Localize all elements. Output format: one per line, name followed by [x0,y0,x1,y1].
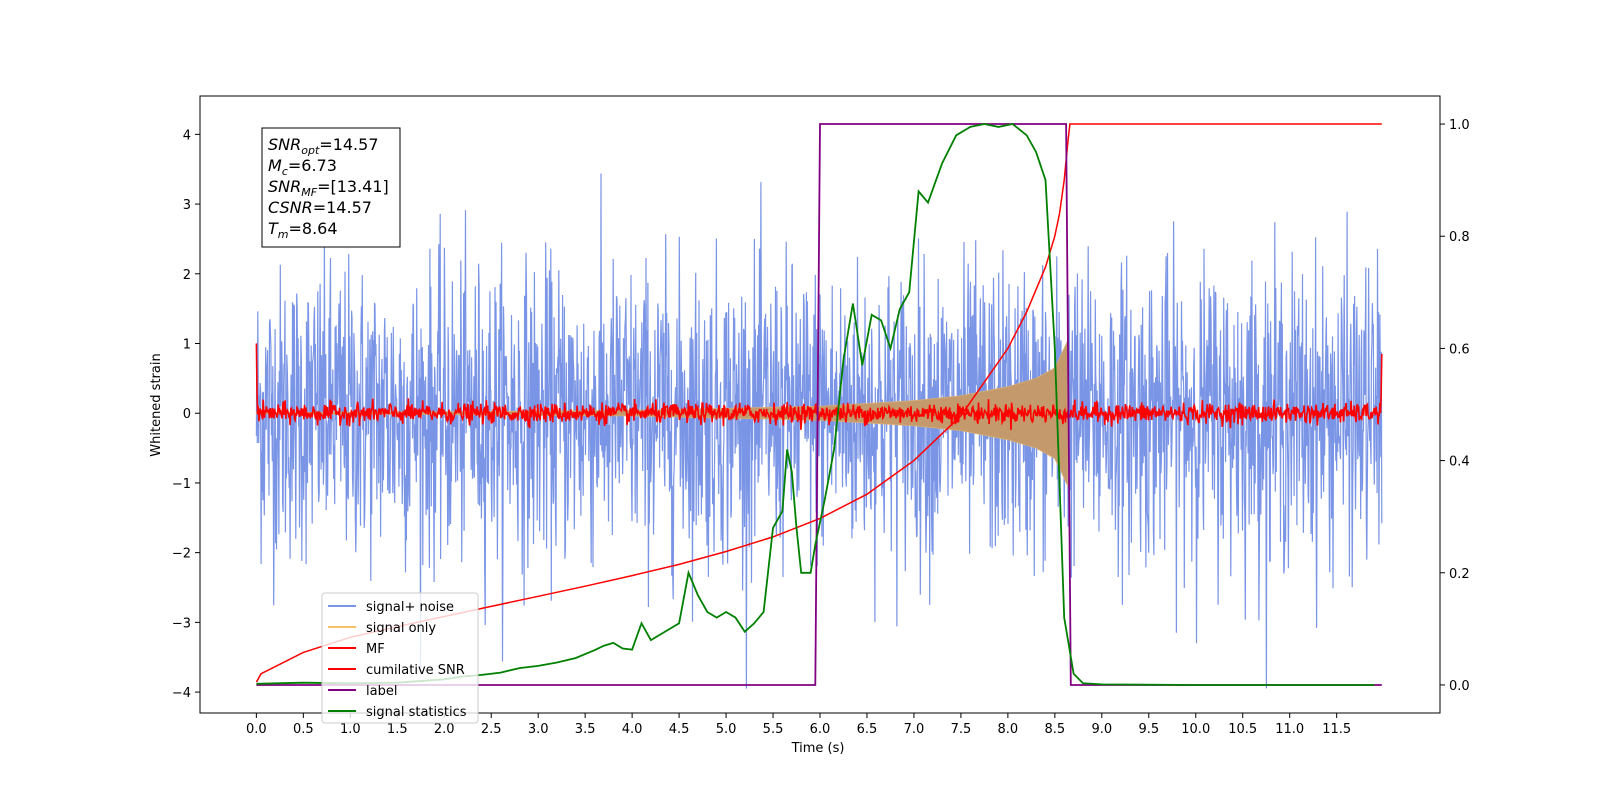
x-tick-label: 1.0 [340,722,361,737]
legend-frame [321,592,479,724]
x-tick-label: 7.5 [951,722,972,737]
y-left-tick-label: −2 [172,547,191,562]
annotation-frame [261,127,401,248]
x-tick-label: 8.5 [1045,722,1066,737]
legend: signal+ noise signal only MF cumilative SNR… [321,592,479,724]
x-axis: 0.0 0.5 1.0 1.5 2.0 2.5 3.0 3.5 4.0 4.5 5.0 5.5 6.0 6… [246,713,1351,737]
x-tick-label: 5.5 [763,722,784,737]
x-tick-label: 7.0 [904,722,925,737]
series-mf-line [255,343,1383,431]
x-tick-label: 9.0 [1091,722,1112,737]
series-signal-statistics-line [256,123,1375,686]
x-tick-label: 3.5 [575,722,596,737]
y-axis-left: 4 3 2 1 0 −1 −2 −3 −4 [172,128,200,701]
legend-label: signal statistics [366,705,467,720]
legend-label: signal only [366,621,436,636]
y-left-tick-label: 4 [183,128,191,143]
legend-label: label [366,684,397,699]
x-tick-label: 2.0 [434,722,455,737]
y-right-tick-label: 1.0 [1449,118,1470,133]
y-right-tick-label: 0.0 [1449,679,1470,694]
y-right-tick-label: 0.8 [1449,230,1470,245]
y-left-tick-label: −4 [172,686,191,701]
x-tick-label: 4.5 [669,722,690,737]
y-left-tick-label: 2 [183,268,191,283]
annotation-line: Tm=8.64 [268,219,338,241]
y-right-tick-label: 0.6 [1449,342,1470,357]
y-left-tick-label: 1 [183,337,191,352]
legend-label: MF [366,642,385,657]
annotation-line: SNRopt=14.57 [268,135,379,157]
annotation-box: SNRopt=14.57Mc=6.73SNRMF=[13.41]CSNR=14.… [261,127,401,248]
annotation-line: SNRMF=[13.41] [268,177,389,199]
legend-label: cumilative SNR [366,663,465,678]
x-tick-label: 8.0 [998,722,1019,737]
y-right-tick-label: 0.2 [1449,567,1470,582]
y-right-tick-label: 0.4 [1449,455,1470,470]
x-tick-label: 11.0 [1275,722,1304,737]
x-tick-label: 9.5 [1138,722,1159,737]
y-left-tick-label: 0 [183,407,191,422]
x-tick-label: 2.5 [481,722,502,737]
series-signal-noise-line [255,173,1383,689]
x-tick-label: 4.0 [622,722,643,737]
x-tick-label: 0.5 [293,722,314,737]
x-tick-label: 6.5 [857,722,878,737]
x-tick-label: 0.0 [246,722,267,737]
x-tick-label: 5.0 [716,722,737,737]
y-axis-label: Whitened strain [149,353,164,456]
annotation-line: Mc=6.73 [268,156,337,178]
x-tick-label: 1.5 [387,722,408,737]
y-left-tick-label: −1 [172,477,191,492]
x-tick-label: 6.0 [810,722,831,737]
x-tick-label: 10.0 [1181,722,1210,737]
x-tick-label: 10.5 [1228,722,1257,737]
x-axis-label: Time (s) [791,741,845,756]
x-tick-label: 11.5 [1322,722,1351,737]
annotation-line: CSNR=14.57 [268,198,372,217]
y-left-tick-label: −3 [172,616,191,631]
x-tick-label: 3.0 [528,722,549,737]
y-axis-right: 1.0 0.8 0.6 0.4 0.2 0.0 [1440,118,1470,694]
y-left-tick-label: 3 [183,198,191,213]
legend-label: signal+ noise [366,600,454,615]
